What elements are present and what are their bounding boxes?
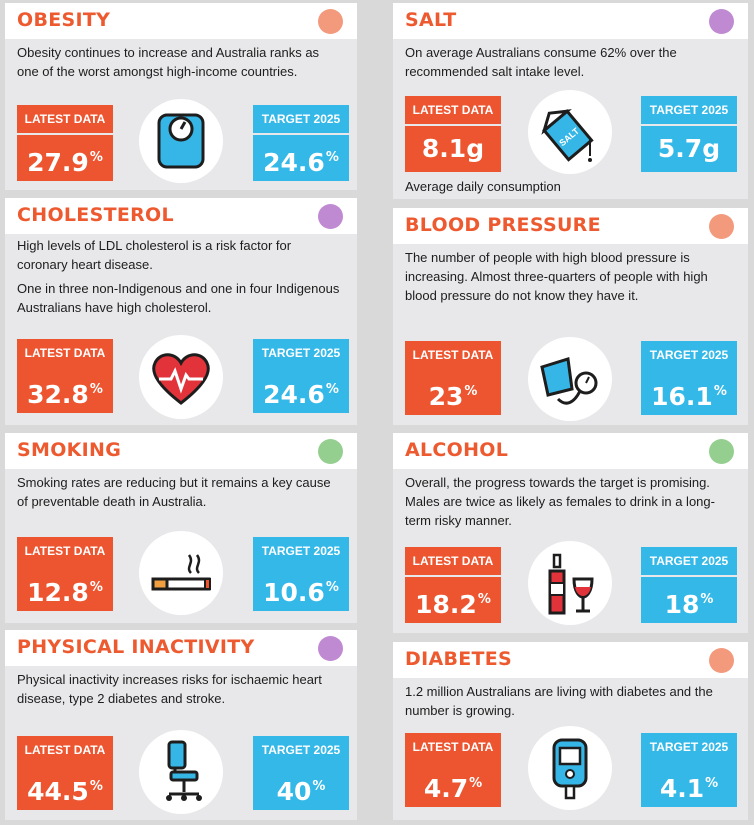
status-dot: [709, 214, 734, 239]
latest-data-label: LATEST DATA: [17, 339, 113, 367]
target-2025-label: TARGET 2025: [253, 105, 349, 133]
card-title: CHOLESTEROL: [17, 204, 174, 226]
card-header: PHYSICAL INACTIVITY: [5, 630, 357, 666]
target-2025-label: TARGET 2025: [641, 733, 737, 761]
status-dot: [318, 9, 343, 34]
card-description: The number of people with high blood pre…: [405, 250, 708, 303]
latest-data-label: LATEST DATA: [405, 341, 501, 369]
latest-data-value: 8.1g: [405, 126, 501, 172]
cigarette-icon: [139, 531, 223, 615]
card-description: Smoking rates are reducing but it remain…: [17, 475, 331, 509]
card-header: BLOOD PRESSURE: [393, 208, 748, 244]
target-2025-label: TARGET 2025: [253, 736, 349, 764]
latest-data-label: LATEST DATA: [405, 96, 501, 124]
latest-data-value: 27.9%: [17, 135, 113, 181]
target-2025-label: TARGET 2025: [641, 96, 737, 124]
latest-data-value: 32.8%: [17, 367, 113, 413]
card-description: High levels of LDL cholesterol is a risk…: [17, 238, 292, 272]
target-2025-label: TARGET 2025: [641, 341, 737, 369]
diabetes-card: DIABETES 1.2 million Australians are liv…: [393, 642, 748, 820]
physical-inactivity-card: PHYSICAL INACTIVITY Physical inactivity …: [5, 630, 357, 820]
target-2025-value: 4.1%: [641, 761, 737, 807]
latest-data-label: LATEST DATA: [405, 733, 501, 761]
card-title: SMOKING: [17, 439, 122, 461]
glucose-meter-icon: [528, 726, 612, 810]
scale-icon: [139, 99, 223, 183]
latest-data-label: LATEST DATA: [17, 537, 113, 565]
latest-data-value: 44.5%: [17, 764, 113, 810]
card-title: OBESITY: [17, 9, 111, 31]
card-header: CHOLESTEROL: [5, 198, 357, 234]
card-title: ALCOHOL: [405, 439, 509, 461]
card-description: On average Australians consume 62% over …: [405, 45, 677, 79]
latest-data-value: 23%: [405, 369, 501, 415]
status-dot: [318, 636, 343, 661]
latest-data-value: 4.7%: [405, 761, 501, 807]
card-description-secondary: One in three non-Indigenous and one in f…: [17, 281, 340, 315]
cholesterol-card: CHOLESTEROL High levels of LDL cholester…: [5, 198, 357, 425]
latest-data-label: LATEST DATA: [405, 547, 501, 575]
card-title: BLOOD PRESSURE: [405, 214, 601, 236]
target-2025-value: 24.6%: [253, 367, 349, 413]
latest-data-value: 12.8%: [17, 565, 113, 611]
obesity-card: OBESITY Obesity continues to increase an…: [5, 3, 357, 190]
alcohol-card: ALCOHOL Overall, the progress towards th…: [393, 433, 748, 633]
salt-card: SALT On average Australians consume 62% …: [393, 3, 748, 199]
office-chair-icon: [139, 730, 223, 814]
blood-pressure-card: BLOOD PRESSURE The number of people with…: [393, 208, 748, 425]
latest-data-value: 18.2%: [405, 577, 501, 623]
card-header: OBESITY: [5, 3, 357, 39]
status-dot: [318, 439, 343, 464]
target-2025-value: 10.6%: [253, 565, 349, 611]
salt-icon: SALT: [528, 90, 612, 174]
target-2025-value: 5.7g: [641, 126, 737, 172]
card-title: PHYSICAL INACTIVITY: [17, 636, 255, 658]
blood-pressure-cuff-icon: [528, 337, 612, 421]
card-header: ALCOHOL: [393, 433, 748, 469]
smoking-card: SMOKING Smoking rates are reducing but i…: [5, 433, 357, 623]
target-2025-value: 16.1%: [641, 369, 737, 415]
card-header: SMOKING: [5, 433, 357, 469]
card-header: DIABETES: [393, 642, 748, 678]
card-title: SALT: [405, 9, 457, 31]
target-2025-value: 40%: [253, 764, 349, 810]
wine-icon: [528, 541, 612, 625]
card-header: SALT: [393, 3, 748, 39]
status-dot: [709, 439, 734, 464]
card-description: Obesity continues to increase and Austra…: [17, 45, 320, 79]
card-title: DIABETES: [405, 648, 513, 670]
latest-data-label: LATEST DATA: [17, 105, 113, 133]
card-description: Physical inactivity increases risks for …: [17, 672, 322, 706]
card-description: Overall, the progress towards the target…: [405, 475, 715, 528]
status-dot: [318, 204, 343, 229]
status-dot: [709, 9, 734, 34]
target-2025-label: TARGET 2025: [253, 339, 349, 367]
target-2025-value: 24.6%: [253, 135, 349, 181]
salt-footnote: Average daily consumption: [405, 179, 561, 194]
target-2025-label: TARGET 2025: [253, 537, 349, 565]
latest-data-label: LATEST DATA: [17, 736, 113, 764]
heart-icon: [139, 335, 223, 419]
target-2025-label: TARGET 2025: [641, 547, 737, 575]
target-2025-value: 18%: [641, 577, 737, 623]
card-description: 1.2 million Australians are living with …: [405, 684, 713, 718]
status-dot: [709, 648, 734, 673]
